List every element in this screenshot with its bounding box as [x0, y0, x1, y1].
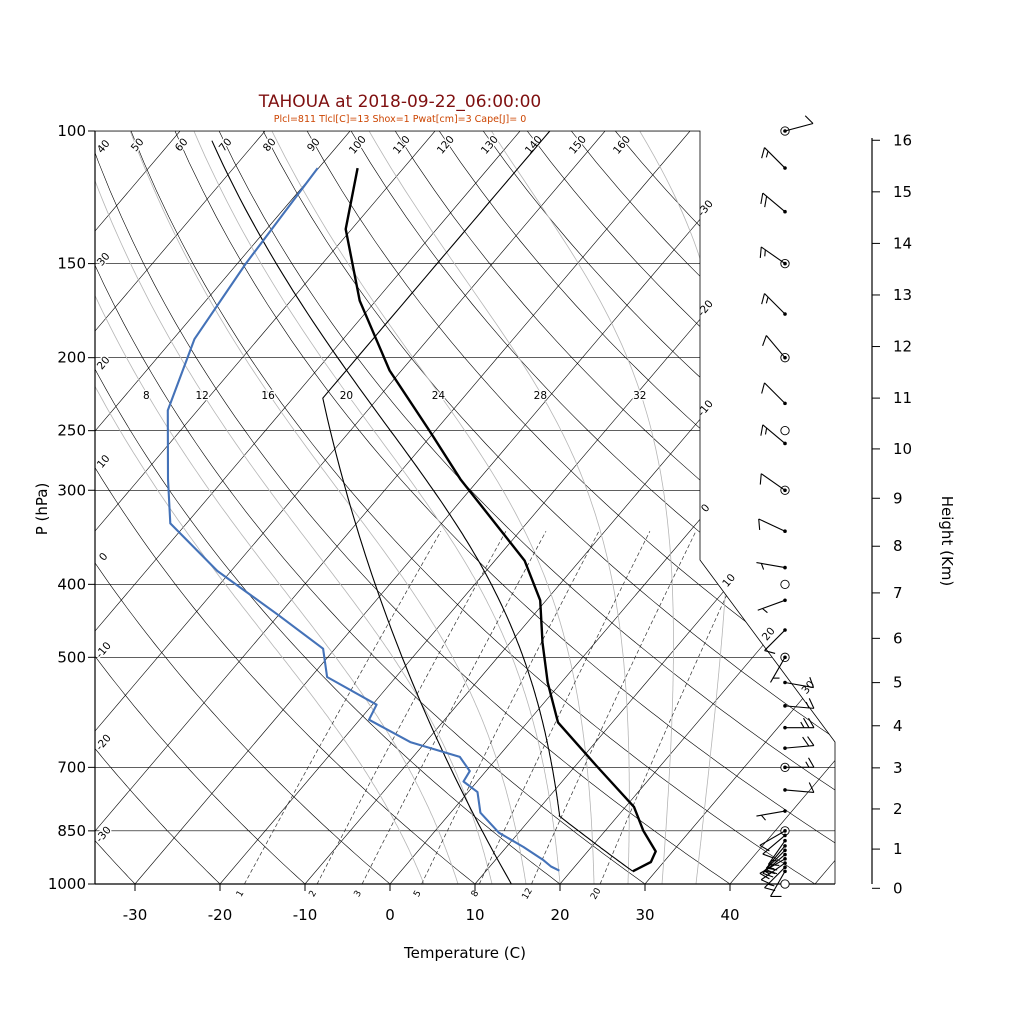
- svg-text:2: 2: [893, 800, 903, 818]
- svg-text:500: 500: [57, 648, 86, 666]
- wind-barbs: [756, 115, 815, 897]
- svg-text:40: 40: [720, 906, 739, 924]
- mixing-ratio-lines: [244, 531, 757, 884]
- svg-text:16: 16: [261, 390, 275, 402]
- svg-text:200: 200: [57, 349, 86, 367]
- svg-text:12: 12: [195, 390, 208, 402]
- svg-text:120: 120: [435, 134, 457, 157]
- svg-text:-20: -20: [94, 732, 114, 753]
- svg-text:850: 850: [57, 822, 86, 840]
- svg-text:700: 700: [57, 758, 86, 776]
- svg-text:1: 1: [235, 889, 247, 899]
- svg-text:130: 130: [479, 134, 501, 157]
- sounding-curves: [166, 131, 657, 884]
- svg-text:-30: -30: [123, 906, 148, 924]
- svg-text:40: 40: [95, 138, 113, 156]
- svg-text:-20: -20: [696, 298, 716, 319]
- svg-text:20: 20: [589, 886, 604, 901]
- svg-text:5: 5: [412, 889, 424, 899]
- svg-text:20: 20: [95, 354, 113, 372]
- svg-text:-20: -20: [208, 906, 233, 924]
- svg-text:70: 70: [217, 136, 235, 154]
- svg-text:32: 32: [633, 390, 646, 402]
- chart-title: TAHOUA at 2018-09-22_06:00:00: [258, 92, 542, 112]
- svg-text:30: 30: [95, 250, 113, 268]
- svg-text:-10: -10: [293, 906, 318, 924]
- chart-subtitle: Plcl=811 Tlcl[C]=13 Shox=1 Pwat[cm]=3 Ca…: [273, 114, 527, 125]
- svg-text:0: 0: [893, 879, 903, 897]
- svg-text:10: 10: [95, 453, 113, 471]
- svg-text:3: 3: [353, 889, 365, 899]
- svg-text:28: 28: [534, 390, 547, 402]
- svg-text:14: 14: [893, 234, 912, 252]
- svg-text:4: 4: [893, 717, 903, 735]
- svg-text:1: 1: [893, 840, 903, 858]
- svg-text:12: 12: [893, 338, 912, 356]
- svg-text:15: 15: [893, 183, 912, 201]
- svg-text:10: 10: [893, 440, 912, 458]
- svg-text:400: 400: [57, 575, 86, 593]
- svg-text:2: 2: [308, 889, 320, 899]
- svg-text:16: 16: [893, 131, 912, 149]
- svg-text:100: 100: [347, 134, 369, 157]
- svg-text:24: 24: [432, 390, 446, 402]
- svg-text:-30: -30: [696, 198, 716, 219]
- svg-text:13: 13: [893, 286, 912, 304]
- svg-text:140: 140: [523, 134, 545, 157]
- svg-text:3: 3: [893, 759, 903, 777]
- svg-text:7: 7: [893, 584, 903, 602]
- svg-text:5: 5: [893, 674, 903, 692]
- svg-text:10: 10: [720, 572, 738, 590]
- svg-text:30: 30: [635, 906, 654, 924]
- temperature-axis-label: Temperature (C): [404, 944, 526, 962]
- svg-text:9: 9: [893, 489, 903, 507]
- svg-text:1000: 1000: [48, 875, 86, 893]
- svg-text:160: 160: [611, 134, 633, 157]
- svg-text:-10: -10: [696, 398, 716, 419]
- svg-text:0: 0: [385, 906, 395, 924]
- svg-text:0: 0: [97, 551, 110, 564]
- svg-text:6: 6: [893, 629, 903, 647]
- svg-text:-30: -30: [94, 824, 114, 845]
- svg-text:20: 20: [340, 390, 353, 402]
- svg-text:0: 0: [699, 502, 712, 515]
- svg-text:10: 10: [465, 906, 484, 924]
- svg-text:20: 20: [550, 906, 569, 924]
- svg-text:300: 300: [57, 481, 86, 499]
- svg-text:8: 8: [893, 537, 903, 555]
- svg-text:8: 8: [470, 889, 482, 899]
- svg-text:60: 60: [173, 136, 191, 154]
- svg-text:8: 8: [143, 390, 150, 402]
- svg-text:150: 150: [567, 134, 589, 157]
- svg-text:150: 150: [57, 255, 86, 273]
- svg-text:11: 11: [893, 389, 912, 407]
- svg-text:100: 100: [57, 122, 86, 140]
- svg-text:250: 250: [57, 422, 86, 440]
- moist-adiabats: [95, 131, 731, 884]
- svg-text:50: 50: [129, 136, 147, 154]
- svg-text:12: 12: [521, 887, 535, 902]
- svg-text:30: 30: [800, 679, 818, 697]
- svg-text:90: 90: [305, 136, 323, 154]
